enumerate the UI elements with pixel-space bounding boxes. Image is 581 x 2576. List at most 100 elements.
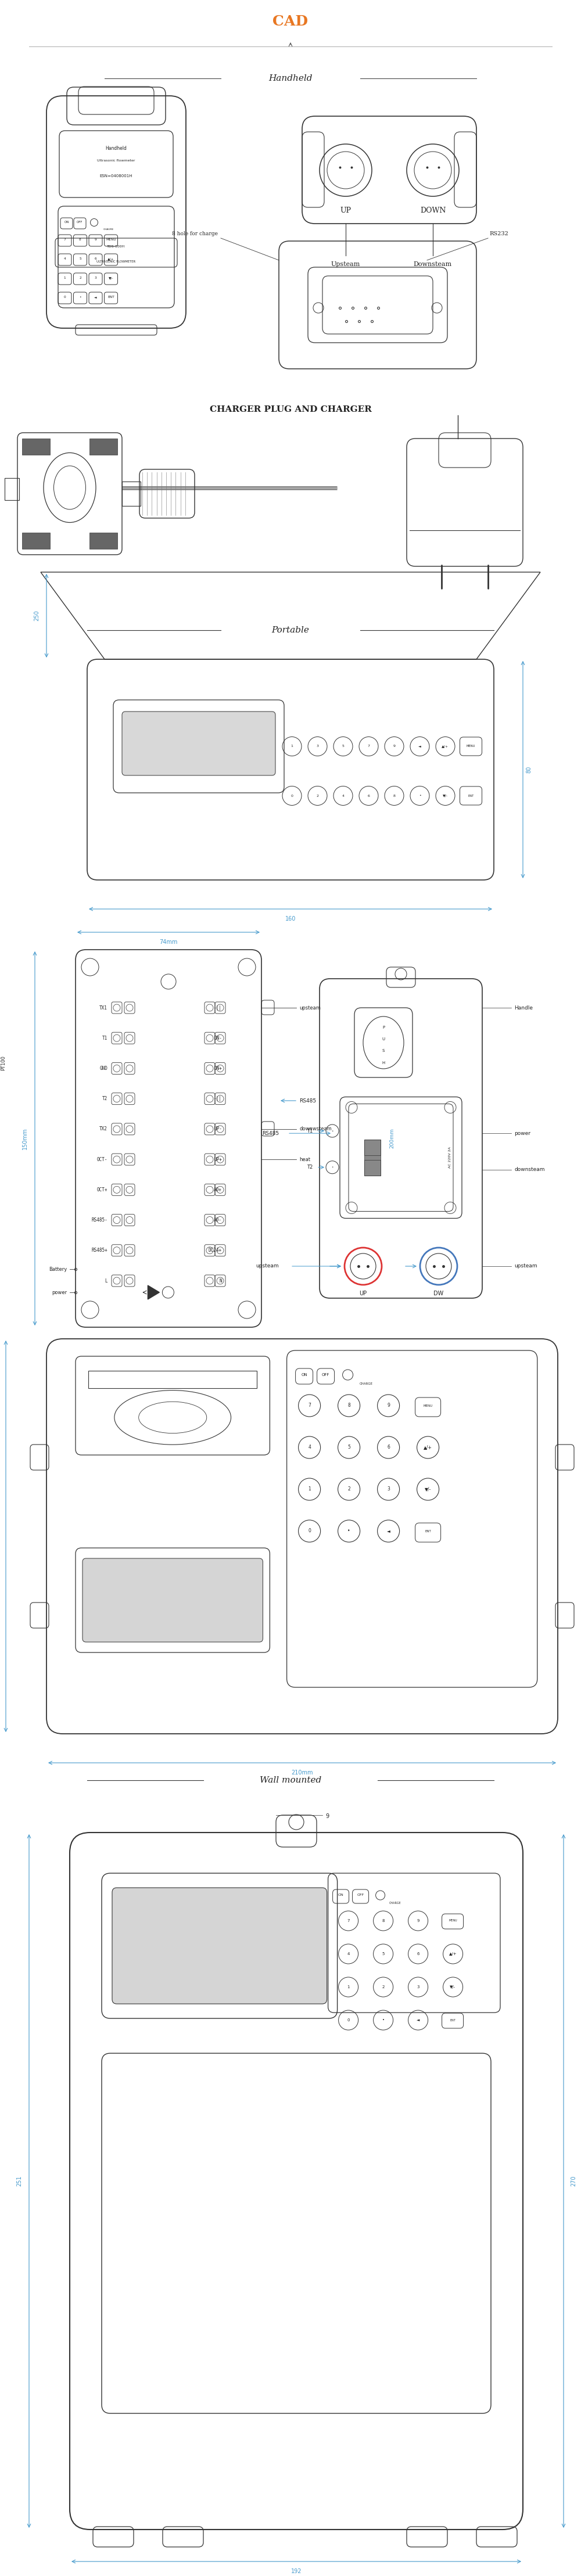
Text: GND: GND xyxy=(99,1066,107,1072)
Text: heat: heat xyxy=(299,1157,310,1162)
Text: 9: 9 xyxy=(95,240,96,242)
Text: 8 hole for charge: 8 hole for charge xyxy=(172,232,218,237)
Text: 7: 7 xyxy=(368,744,370,747)
Text: L: L xyxy=(105,1278,107,1283)
Text: ◄: ◄ xyxy=(387,1528,390,1533)
Text: ON: ON xyxy=(338,1893,343,1896)
Text: 1: 1 xyxy=(308,1486,311,1492)
Text: downsteam: downsteam xyxy=(514,1167,545,1172)
Text: ◄: ◄ xyxy=(418,744,421,747)
Text: 74mm: 74mm xyxy=(159,940,178,945)
Text: P: P xyxy=(382,1025,385,1028)
Text: Upsteam: Upsteam xyxy=(331,260,360,268)
Text: ON: ON xyxy=(64,222,69,224)
Text: 1: 1 xyxy=(291,744,293,747)
Bar xyxy=(22,438,50,456)
Text: 3: 3 xyxy=(316,744,318,747)
Text: OCT+: OCT+ xyxy=(96,1188,107,1193)
Text: DOWN: DOWN xyxy=(420,206,446,214)
Text: CHARGE: CHARGE xyxy=(360,1383,373,1386)
FancyBboxPatch shape xyxy=(83,1558,263,1641)
Text: DW: DW xyxy=(433,1291,444,1296)
Text: 251: 251 xyxy=(16,2177,22,2187)
Text: UP: UP xyxy=(340,206,351,214)
Bar xyxy=(364,1159,381,1175)
Text: UP-: UP- xyxy=(214,1126,222,1131)
Text: PT100: PT100 xyxy=(1,1056,6,1072)
Text: Battery: Battery xyxy=(49,1267,67,1273)
Text: 2: 2 xyxy=(347,1486,350,1492)
Text: •: • xyxy=(347,1528,350,1533)
Text: RS485-: RS485- xyxy=(91,1218,107,1224)
Bar xyxy=(364,1139,381,1154)
Bar xyxy=(122,482,141,505)
FancyBboxPatch shape xyxy=(112,1888,327,2004)
Text: ▲/+: ▲/+ xyxy=(449,1953,457,1955)
Text: TX2: TX2 xyxy=(99,1126,107,1131)
Text: downwsteam: downwsteam xyxy=(299,1126,332,1131)
Bar xyxy=(88,1370,257,1388)
Bar xyxy=(364,1139,381,1175)
Text: 4: 4 xyxy=(347,1953,350,1955)
Text: DN-: DN- xyxy=(214,1036,222,1041)
Text: Handle: Handle xyxy=(514,1005,533,1010)
Text: ENT: ENT xyxy=(107,296,114,299)
Text: 5: 5 xyxy=(347,1445,350,1450)
Text: MENU: MENU xyxy=(449,1919,457,1922)
Text: ◄: ◄ xyxy=(417,2020,419,2022)
Text: 8: 8 xyxy=(79,240,81,242)
Text: ▲/+: ▲/+ xyxy=(424,1445,432,1450)
Text: •: • xyxy=(382,2020,385,2022)
Text: 8: 8 xyxy=(393,793,395,796)
Text: •: • xyxy=(419,793,421,796)
Text: -||: -|| xyxy=(214,1005,222,1010)
Text: UP: UP xyxy=(359,1291,367,1296)
Text: 4: 4 xyxy=(308,1445,311,1450)
Text: •: • xyxy=(79,296,81,299)
Text: RS232: RS232 xyxy=(489,232,508,237)
Text: ▼/-: ▼/- xyxy=(443,793,448,796)
Text: 3: 3 xyxy=(95,276,96,281)
Text: 0: 0 xyxy=(64,296,66,299)
Text: 2: 2 xyxy=(79,276,81,281)
Text: S: S xyxy=(382,1048,385,1054)
Text: ULTRASONIC FLOWMETER: ULTRASONIC FLOWMETER xyxy=(96,260,136,263)
Text: Downsteam: Downsteam xyxy=(414,260,452,268)
Text: Portable: Portable xyxy=(272,626,309,634)
Text: power: power xyxy=(52,1291,67,1296)
Text: ESN=0408001H: ESN=0408001H xyxy=(100,175,132,178)
Text: DN+: DN+ xyxy=(214,1066,222,1072)
Text: OCT-: OCT- xyxy=(96,1157,107,1162)
Text: 9: 9 xyxy=(417,1919,419,1922)
Text: UP+: UP+ xyxy=(214,1157,222,1162)
Text: 2: 2 xyxy=(382,1986,385,1989)
Text: -||: -|| xyxy=(214,1097,222,1103)
Text: RS485+: RS485+ xyxy=(91,1247,107,1252)
Text: 7: 7 xyxy=(347,1919,350,1922)
Text: RS485: RS485 xyxy=(299,1097,316,1103)
Text: ▼/-: ▼/- xyxy=(109,276,113,281)
Bar xyxy=(89,533,117,549)
Text: 8: 8 xyxy=(347,1404,350,1409)
Text: 6: 6 xyxy=(417,1953,419,1955)
Text: 0: 0 xyxy=(291,793,293,796)
Text: U: U xyxy=(382,1038,385,1041)
Text: 80: 80 xyxy=(526,765,532,773)
Text: ▼/-: ▼/- xyxy=(425,1486,431,1492)
Text: ▲/+: ▲/+ xyxy=(442,744,449,747)
Text: 3: 3 xyxy=(417,1986,419,1989)
Text: RS485: RS485 xyxy=(262,1131,279,1136)
Polygon shape xyxy=(148,1285,159,1298)
Text: 9: 9 xyxy=(387,1404,390,1409)
Text: 7: 7 xyxy=(64,240,66,242)
Text: 250: 250 xyxy=(34,611,40,621)
FancyBboxPatch shape xyxy=(122,711,275,775)
Text: Wall mounted: Wall mounted xyxy=(260,1777,321,1785)
Text: CAD: CAD xyxy=(273,15,308,28)
Text: 192: 192 xyxy=(291,2568,302,2573)
Text: 1: 1 xyxy=(64,276,66,281)
Text: ENT: ENT xyxy=(468,793,474,796)
Text: OFF: OFF xyxy=(322,1373,329,1376)
Text: 5: 5 xyxy=(79,258,81,260)
Text: 6: 6 xyxy=(387,1445,390,1450)
